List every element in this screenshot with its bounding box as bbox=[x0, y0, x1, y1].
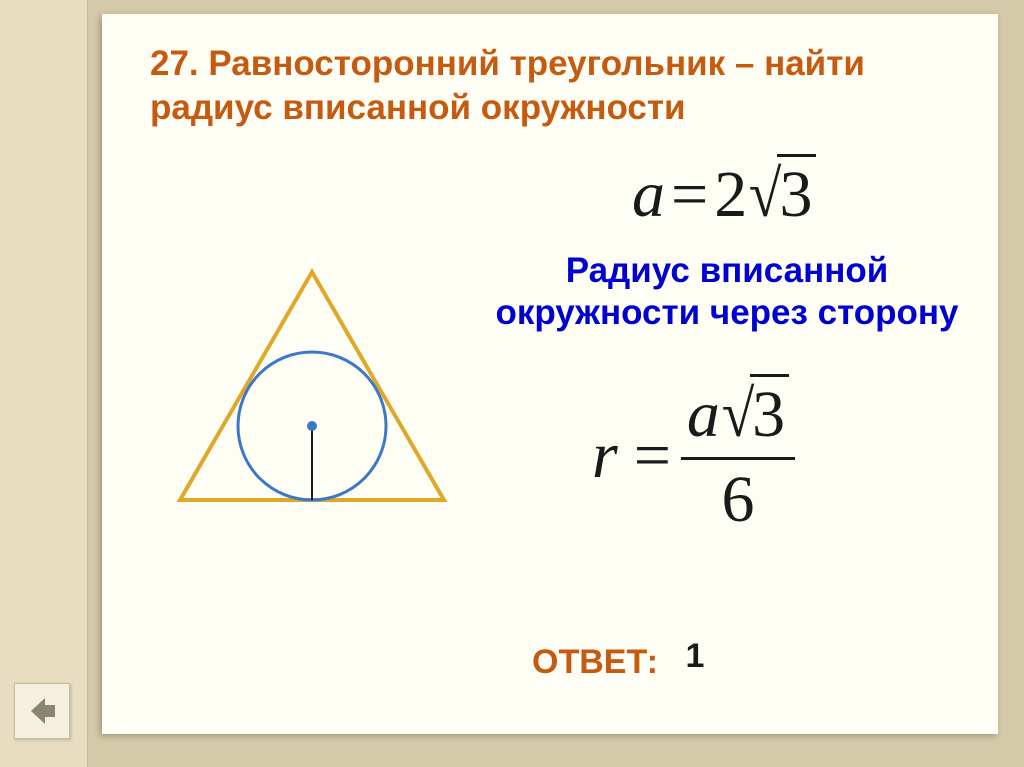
var-a: a bbox=[632, 158, 665, 231]
center-dot bbox=[307, 421, 317, 431]
answer-label: ОТВЕТ: bbox=[532, 643, 658, 681]
answer-row: ОТВЕТ: 1 bbox=[532, 643, 704, 682]
given-value-formula: a=2√3 bbox=[632, 154, 816, 233]
slide-content: 27. Равносторонний треугольник – найти р… bbox=[102, 14, 998, 734]
inradius-formula: r = a√3 6 bbox=[592, 374, 795, 538]
numerator-radicand: 3 bbox=[750, 374, 789, 453]
numerator-sqrt: √3 bbox=[720, 374, 789, 453]
fraction: a√3 6 bbox=[681, 374, 795, 538]
coef-2: 2 bbox=[714, 158, 747, 231]
triangle-incircle-diagram bbox=[162, 262, 462, 522]
back-button[interactable] bbox=[14, 683, 70, 739]
formula-caption: Радиус вписанной окружности через сторон… bbox=[472, 250, 982, 334]
numerator-a: a bbox=[687, 377, 720, 453]
equals-sign-2: = bbox=[634, 418, 671, 494]
answer-value: 1 bbox=[686, 637, 705, 675]
problem-heading: 27. Равносторонний треугольник – найти р… bbox=[150, 42, 970, 130]
var-r: r bbox=[592, 418, 618, 494]
slide-left-margin bbox=[0, 0, 88, 767]
sqrt-3: √3 bbox=[747, 154, 816, 233]
back-arrow-icon bbox=[25, 694, 59, 728]
denominator: 6 bbox=[681, 457, 795, 538]
radicand: 3 bbox=[777, 154, 816, 233]
equals-sign: = bbox=[671, 158, 708, 231]
